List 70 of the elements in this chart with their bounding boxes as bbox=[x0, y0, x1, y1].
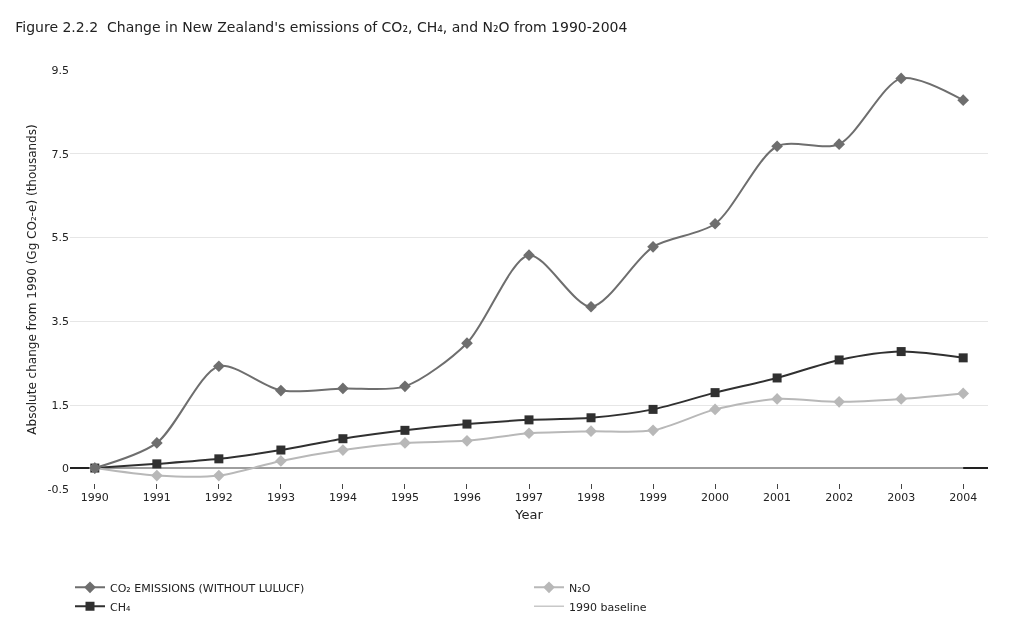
point bbox=[337, 382, 349, 395]
x-tick-label: 1993 bbox=[266, 491, 295, 504]
point bbox=[275, 384, 287, 397]
point bbox=[957, 387, 970, 400]
x-axis-title: Year bbox=[514, 506, 544, 522]
point bbox=[150, 469, 163, 482]
point bbox=[771, 393, 783, 405]
x-tick-label: 1990 bbox=[80, 491, 109, 504]
point bbox=[957, 94, 970, 107]
point bbox=[586, 413, 596, 423]
x-tick-label: 2002 bbox=[825, 491, 854, 504]
x-tick-label: 2004 bbox=[949, 491, 978, 504]
y-tick-label: 5.5 bbox=[51, 231, 69, 245]
x-tick-label: 2000 bbox=[701, 491, 730, 504]
point bbox=[772, 373, 782, 383]
point bbox=[213, 469, 225, 482]
point bbox=[276, 445, 286, 455]
legend-label: CH₄ bbox=[110, 600, 131, 614]
point bbox=[647, 240, 659, 253]
y-axis-title: Absolute change from 1990 (Gg CO₂-e) (thousands) bbox=[25, 124, 39, 435]
legend-label: N₂O bbox=[569, 581, 591, 595]
point bbox=[896, 347, 906, 357]
point bbox=[400, 425, 410, 435]
point bbox=[958, 353, 968, 363]
y-tick-label: 7.5 bbox=[51, 147, 69, 161]
point bbox=[152, 459, 162, 469]
point bbox=[150, 437, 163, 449]
point bbox=[834, 355, 844, 365]
point bbox=[213, 360, 225, 373]
y-tick-label: 1.5 bbox=[51, 399, 69, 413]
point bbox=[214, 454, 224, 464]
point bbox=[895, 393, 908, 405]
point bbox=[399, 437, 411, 449]
point bbox=[895, 72, 908, 85]
point bbox=[833, 138, 845, 151]
point bbox=[709, 217, 721, 230]
point bbox=[461, 434, 473, 447]
x-tick-label: 1995 bbox=[390, 491, 419, 504]
x-tick-label: 2001 bbox=[763, 491, 792, 504]
point bbox=[833, 396, 845, 408]
y-tick-label: -0.5 bbox=[47, 482, 69, 496]
point bbox=[338, 434, 348, 444]
point bbox=[710, 388, 720, 398]
point bbox=[709, 403, 721, 416]
point bbox=[647, 424, 659, 437]
point bbox=[648, 404, 658, 414]
y-tick-label: 0 bbox=[62, 461, 69, 475]
point bbox=[523, 427, 535, 440]
point bbox=[462, 419, 472, 429]
x-tick-label: 2003 bbox=[887, 491, 916, 504]
x-tick-label: 1994 bbox=[328, 491, 357, 504]
x-tick-label: 1992 bbox=[204, 491, 233, 504]
point bbox=[585, 300, 597, 313]
point bbox=[399, 380, 411, 393]
point bbox=[524, 415, 534, 425]
point bbox=[585, 425, 597, 438]
point bbox=[523, 249, 535, 262]
x-tick-label: 1997 bbox=[515, 491, 543, 504]
point bbox=[771, 140, 783, 153]
point bbox=[275, 455, 287, 467]
x-tick-label: 1991 bbox=[142, 491, 171, 504]
x-tick-label: 1999 bbox=[639, 491, 668, 504]
x-tick-label: 1996 bbox=[452, 491, 481, 504]
point bbox=[461, 337, 473, 350]
y-tick-label: 3.5 bbox=[51, 315, 69, 329]
chart-title: Figure 2.2.2 Change in New Zealand's emissions of CO₂, CH₄, and N₂O from 1990-2004 bbox=[15, 18, 628, 35]
y-tick-label: 9.5 bbox=[51, 63, 69, 77]
legend-label: 1990 baseline bbox=[569, 600, 647, 614]
x-tick-label: 1998 bbox=[577, 491, 606, 504]
legend-label: CO₂ EMISSIONS (WITHOUT LULUCF) bbox=[110, 581, 305, 595]
